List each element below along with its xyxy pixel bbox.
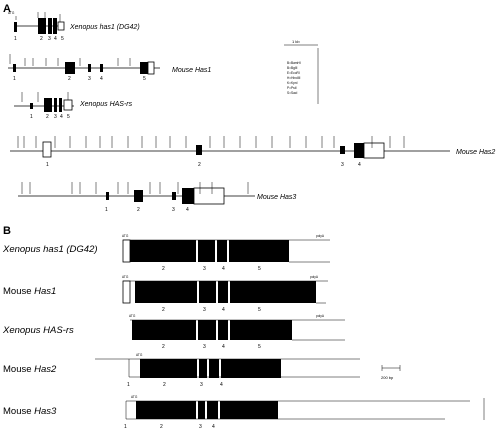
gene-a-xenopus-has1: ATG 1 2 3 4 5 Xenopus has1 (DG42) <box>8 11 140 42</box>
gene-a5-exon-2: 2 <box>137 207 140 213</box>
gene-b3-start: ATG <box>129 314 136 318</box>
gene-a2-exon-4: 4 <box>100 76 103 82</box>
gene-a2-exon-2: 2 <box>68 76 71 82</box>
gene-a-mouse-has1: 1 2 3 4 5 Mouse Has1 <box>8 54 211 82</box>
scale-bar: 200 bp <box>381 365 401 380</box>
gene-a2-exon-5: 5 <box>143 76 146 82</box>
gene-b3-stop: polyA <box>316 314 325 318</box>
gene-b4-exon-4: 4 <box>220 382 223 388</box>
gene-a4-exon-1: 1 <box>46 162 49 168</box>
gene-b2-name: Mouse Has1 <box>3 286 56 297</box>
gene-b5-exon-3: 3 <box>199 424 202 430</box>
legend-item-2: E=EcoRI <box>287 71 300 75</box>
gene-b3-exon-5: 5 <box>258 344 261 350</box>
gene-a3-name: Xenopus HAS-rs <box>79 101 133 108</box>
gene-a-xenopus-has-rs: 1 2 3 4 5 Xenopus HAS-rs <box>14 92 133 120</box>
scale-bar-label: 200 bp <box>381 375 394 380</box>
gene-b4-exon-2: 2 <box>163 382 166 388</box>
gene-b5-exon-2: 2 <box>160 424 163 430</box>
legend-scale-label: 1 kb <box>292 39 300 44</box>
gene-b2-stop: polyA <box>310 275 319 279</box>
legend-item-3: H=HindIII <box>287 76 300 80</box>
gene-a4-exon-4: 4 <box>358 162 361 168</box>
gene-a2-name: Mouse Has1 <box>172 67 211 74</box>
gene-b1-exon-4: 4 <box>222 266 225 272</box>
gene-a1-exon-4: 4 <box>54 36 57 42</box>
gene-a4-name: Mouse Has2 <box>456 149 495 156</box>
gene-b-xenopus-has-rs: Xenopus HAS-rs ATG polyA 2 3 4 5 <box>2 314 345 350</box>
gene-b2-exon-3: 3 <box>203 307 206 313</box>
gene-b4-name: Mouse Has2 <box>3 364 57 375</box>
gene-a5-exon-4: 4 <box>186 207 189 213</box>
gene-b4-exon-1: 1 <box>127 382 130 388</box>
gene-a4-exon-3: 3 <box>341 162 344 168</box>
gene-b1-stop: polyA <box>316 234 325 238</box>
gene-a3-exon-1: 1 <box>30 114 33 120</box>
legend-item-0: B=BamHI <box>287 61 301 65</box>
gene-b1-exon-3: 3 <box>203 266 206 272</box>
gene-a1-start-label: ATG <box>8 11 15 15</box>
panel-b-label: B <box>3 225 11 237</box>
gene-b-mouse-has1: Mouse Has1 ATG polyA 2 3 4 5 <box>3 275 328 313</box>
gene-a4-exon-2: 2 <box>198 162 201 168</box>
gene-a3-exon-5: 5 <box>67 114 70 120</box>
gene-a5-exon-3: 3 <box>172 207 175 213</box>
gene-b2-start: ATG <box>122 275 129 279</box>
gene-b2-exon-2: 2 <box>162 307 165 313</box>
gene-b1-exon-5: 5 <box>258 266 261 272</box>
gene-a1-exon-1: 1 <box>14 36 17 42</box>
gene-a3-exon-2: 2 <box>46 114 49 120</box>
panel-a-label: A <box>3 3 11 15</box>
gene-a2-exon-3: 3 <box>88 76 91 82</box>
gene-a2-exon-1: 1 <box>13 76 16 82</box>
gene-b-mouse-has2: Mouse Has2 ATG 1 2 3 4 <box>3 353 360 388</box>
gene-b4-start: ATG <box>136 353 143 357</box>
legend-item-4: K=KpnI <box>287 81 298 85</box>
gene-b1-exon-2: 2 <box>162 266 165 272</box>
legend-item-6: S=SacI <box>287 91 297 95</box>
gene-b2-exon-5: 5 <box>258 307 261 313</box>
gene-a5-name: Mouse Has3 <box>257 194 296 201</box>
gene-a-mouse-has2: 1 2 3 4 Mouse Has2 <box>10 136 495 168</box>
gene-b1-name: Xenopus has1 (DG42) <box>2 244 98 255</box>
gene-b3-exon-3: 3 <box>203 344 206 350</box>
gene-b5-exon-1: 1 <box>124 424 127 430</box>
gene-a-mouse-has3: 1 2 3 4 Mouse Has3 <box>18 182 296 213</box>
restriction-legend: 1 kb B=BamHI B=BglII E=EcoRI H=HindIII K… <box>284 39 319 104</box>
gene-b4-exon-3: 3 <box>200 382 203 388</box>
legend-item-1: B=BglII <box>287 66 297 70</box>
gene-a1-exon-2: 2 <box>40 36 43 42</box>
gene-a3-exon-3: 3 <box>54 114 57 120</box>
gene-a5-exon-1: 1 <box>105 207 108 213</box>
gene-b1-start: ATG <box>122 234 129 238</box>
gene-b5-name: Mouse Has3 <box>3 406 57 417</box>
gene-a1-name: Xenopus has1 (DG42) <box>69 24 140 31</box>
gene-b-mouse-has3: Mouse Has3 ATG 1 2 3 4 <box>3 395 485 430</box>
gene-a3-exon-4: 4 <box>60 114 63 120</box>
legend-item-5: P=PstI <box>287 86 297 90</box>
gene-b3-exon-4: 4 <box>222 344 225 350</box>
gene-b5-start: ATG <box>131 395 138 399</box>
gene-b2-exon-4: 4 <box>222 307 225 313</box>
gene-b3-name: Xenopus HAS-rs <box>2 325 74 336</box>
gene-b5-exon-4: 4 <box>212 424 215 430</box>
gene-a1-exon-5: 5 <box>61 36 64 42</box>
gene-b-xenopus-has1: Xenopus has1 (DG42) ATG polyA 2 3 4 5 <box>2 234 330 272</box>
gene-b3-exon-2: 2 <box>162 344 165 350</box>
gene-a1-exon-3: 3 <box>48 36 51 42</box>
